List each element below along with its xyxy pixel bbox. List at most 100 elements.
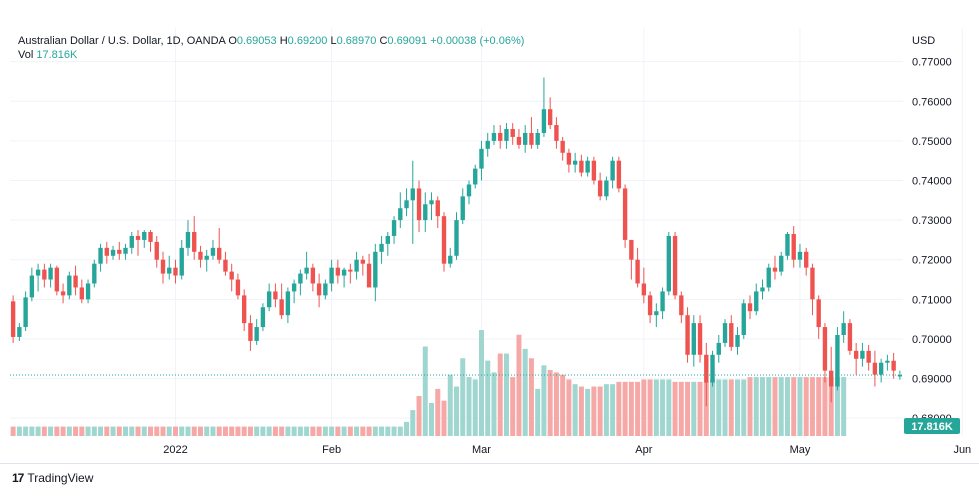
candle-body (597, 180, 603, 197)
candle-body (373, 251, 378, 288)
candle-body (872, 362, 878, 375)
volume-bar (66, 426, 72, 436)
candle-body (98, 247, 103, 264)
volume-bar (485, 360, 491, 436)
x-tick-label: 2022 (163, 444, 187, 456)
candle-body (779, 255, 784, 272)
change-value: +0.00038 (+0.06%) (430, 35, 525, 47)
candle-body (241, 295, 247, 324)
footer-divider (0, 463, 979, 464)
candle-body (766, 267, 771, 288)
volume-bar (635, 381, 641, 436)
y-tick-label: 0.73000 (912, 215, 952, 227)
candle-body (285, 291, 291, 316)
volume-bar (622, 381, 628, 436)
close-label: C (379, 35, 388, 47)
volume-bar (522, 348, 528, 436)
volume-bar (179, 426, 185, 436)
candle-body (810, 267, 815, 300)
volume-bar (204, 426, 210, 436)
candle-body (622, 188, 628, 240)
volume-bar (60, 426, 66, 436)
x-tick-label: May (790, 444, 811, 456)
candle-body (485, 140, 490, 149)
volume-bar (454, 386, 459, 436)
candle-body (716, 342, 721, 355)
volume-bar (822, 377, 828, 436)
candle-body (504, 129, 509, 141)
volume-bar (778, 377, 784, 436)
candle-body (266, 291, 272, 308)
volume-bar (747, 377, 753, 436)
candle-body (835, 334, 840, 387)
candle-body (229, 271, 234, 280)
candle-body (722, 323, 728, 343)
candle-body (654, 311, 659, 316)
candle-body (298, 273, 303, 284)
candle-body (435, 200, 440, 217)
candle-body (891, 360, 896, 371)
candle-body (360, 259, 366, 264)
candle-body (154, 241, 159, 260)
volume-bar (216, 426, 222, 436)
candle-body (110, 249, 116, 256)
y-tick-label: 0.71000 (912, 294, 952, 306)
volume-bar (685, 381, 691, 436)
volume-bar (222, 426, 228, 436)
open-label: O (228, 35, 237, 47)
candle-body (491, 132, 497, 141)
open-value: 0.69053 (236, 35, 277, 47)
candle-body (473, 168, 478, 185)
volume-bar (784, 377, 790, 436)
candle-body (385, 235, 390, 244)
candle-body (454, 220, 459, 256)
candle-body (92, 263, 97, 284)
y-tick-label: 0.74000 (912, 176, 952, 188)
candle-body (391, 220, 397, 236)
axis-currency-label: USD (912, 35, 935, 47)
candle-body (541, 109, 547, 133)
volume-bar (597, 386, 603, 436)
candle-body (853, 350, 859, 359)
candle-body (660, 291, 665, 312)
candle-body (560, 140, 565, 153)
candle-body (279, 299, 284, 316)
candle-body (198, 251, 203, 260)
volume-bar (497, 353, 503, 436)
candle-body (423, 204, 428, 221)
candle-body (348, 269, 353, 272)
candle-body (466, 184, 472, 197)
high-value: 0.69200 (287, 35, 328, 47)
volume-bar (404, 421, 410, 436)
volume-bar (647, 379, 653, 436)
candle-body (323, 283, 328, 296)
candle-body (672, 235, 678, 296)
volume-bar (123, 426, 129, 436)
volume-bar (697, 381, 703, 436)
volume-bar (185, 426, 191, 436)
candle-body (341, 269, 347, 276)
volume-bar (422, 346, 428, 436)
candle-body (866, 350, 871, 363)
volume-bar (385, 426, 391, 436)
volume-bar (678, 381, 684, 436)
candle-body (566, 152, 572, 165)
volume-bar (410, 410, 416, 436)
volume-bar (16, 426, 22, 436)
y-tick-label: 0.76000 (912, 96, 952, 108)
x-tick-label: Mar (472, 444, 491, 456)
volume-bar (266, 426, 272, 436)
volume-bar (616, 381, 622, 436)
candle-body (204, 255, 209, 260)
candle-body (291, 283, 297, 292)
x-tick-label: Jun (953, 444, 971, 456)
candle-body (897, 374, 903, 377)
candle-body (647, 295, 653, 316)
candle-body (148, 232, 153, 242)
candle-body (498, 132, 503, 141)
chart-legend: Australian Dollar / U.S. Dollar, 1D, OAN… (18, 34, 524, 62)
volume-bar (516, 334, 522, 436)
candle-body (729, 323, 734, 347)
volume-bar (91, 426, 97, 436)
